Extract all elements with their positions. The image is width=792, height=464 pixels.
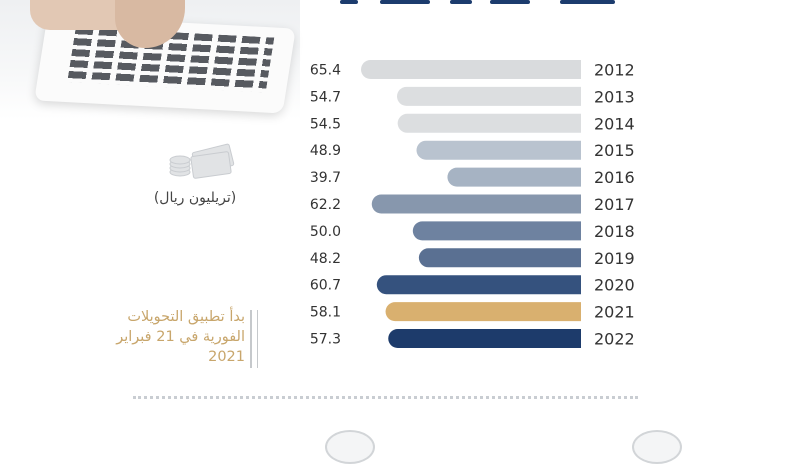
year-label: 2015 bbox=[594, 141, 635, 160]
coins-icon bbox=[169, 143, 235, 179]
annotation-line-3: 2021 bbox=[208, 349, 245, 365]
bar-chart: 2012 65.4 2013 54.7 2014 54.5 2015 48.9 2016 39.7… bbox=[310, 60, 635, 349]
value-label: 60.7 bbox=[310, 278, 341, 294]
value-label: 58.1 bbox=[310, 305, 341, 321]
year-label: 2017 bbox=[594, 195, 635, 214]
bar-2022 bbox=[388, 329, 581, 348]
annotation-line-1: بدأ تطبيق التحويلات bbox=[127, 309, 245, 325]
year-label: 2019 bbox=[594, 249, 635, 268]
annotation-line-2: الفورية في 21 فبراير bbox=[116, 329, 245, 345]
bar-2015 bbox=[416, 140, 581, 160]
unit-label: (تريليون ريال) bbox=[153, 190, 237, 206]
year-label: 2022 bbox=[594, 330, 635, 349]
bar-2013 bbox=[396, 86, 581, 106]
bar-2020 bbox=[376, 275, 581, 295]
bar-2016 bbox=[447, 167, 581, 187]
value-label: 65.4 bbox=[310, 63, 341, 79]
value-label: 48.9 bbox=[310, 143, 341, 159]
value-label: 39.7 bbox=[310, 170, 341, 186]
bar-2014 bbox=[397, 113, 581, 133]
value-label: 50.0 bbox=[310, 224, 341, 240]
value-label: 54.7 bbox=[310, 89, 341, 105]
bar-2018 bbox=[412, 221, 581, 241]
divider bbox=[133, 396, 638, 399]
value-label: 54.5 bbox=[310, 116, 341, 132]
header-strip bbox=[340, 0, 640, 5]
annotation-marker bbox=[250, 310, 258, 368]
bar-2019 bbox=[418, 248, 581, 268]
year-label: 2021 bbox=[594, 303, 635, 322]
bottom-circle-right bbox=[632, 430, 682, 464]
value-label: 48.2 bbox=[310, 251, 341, 267]
value-label: 62.2 bbox=[310, 197, 341, 213]
bar-2012 bbox=[361, 60, 581, 79]
year-label: 2020 bbox=[594, 276, 635, 295]
annotation-note: بدأ تطبيق التحويلات الفورية في 21 فبراير… bbox=[70, 307, 245, 367]
bottom-circle-left bbox=[325, 430, 375, 464]
year-label: 2018 bbox=[594, 222, 635, 241]
calculator-photo bbox=[0, 0, 300, 120]
year-label: 2013 bbox=[594, 87, 635, 106]
value-label: 57.3 bbox=[310, 332, 341, 348]
year-label: 2014 bbox=[594, 114, 635, 133]
bar-2021 bbox=[385, 302, 581, 322]
bar-2017 bbox=[371, 194, 581, 214]
year-label: 2016 bbox=[594, 168, 635, 187]
year-label: 2012 bbox=[594, 61, 635, 80]
